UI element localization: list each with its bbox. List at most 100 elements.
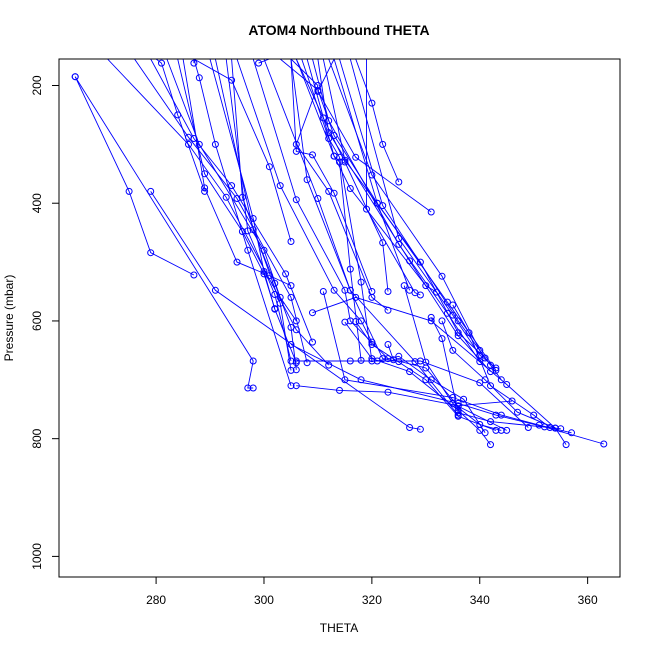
data-series [290, 59, 376, 295]
data-point [249, 357, 257, 365]
data-point [368, 341, 376, 348]
data-point [454, 412, 462, 420]
data-point [427, 376, 435, 384]
data-point [287, 382, 295, 390]
data-point [465, 329, 473, 337]
series-line [403, 285, 502, 431]
data-point [346, 265, 354, 273]
series-line [339, 59, 502, 381]
data-series [71, 73, 198, 279]
data-point [389, 356, 397, 364]
data-point [228, 182, 236, 190]
data-point [341, 318, 349, 326]
data-point [492, 364, 500, 372]
y-tick-label: 400 [30, 193, 44, 213]
data-series [292, 382, 516, 410]
data-point [292, 317, 300, 325]
data-point [514, 408, 521, 416]
data-point [460, 395, 468, 403]
data-point [395, 235, 403, 242]
data-point [292, 140, 300, 148]
x-tick-label: 360 [578, 593, 598, 607]
data-series [190, 59, 198, 67]
x-axis-title: THETA [320, 621, 358, 635]
data-point [492, 426, 500, 434]
series-layer [71, 59, 608, 449]
y-axis-title: Pressure (mbar) [2, 275, 16, 362]
data-point [341, 376, 349, 384]
y-tick-label: 1000 [30, 543, 44, 570]
data-point [309, 338, 316, 346]
x-tick-label: 340 [470, 593, 490, 607]
data-point [244, 227, 252, 235]
data-series [314, 59, 435, 216]
series-line [387, 344, 507, 431]
series-line [166, 59, 297, 322]
data-point [287, 357, 295, 365]
series-line [317, 59, 491, 372]
data-series [363, 59, 424, 299]
data-point [373, 357, 381, 365]
x-tick-label: 300 [254, 593, 274, 607]
data-point [292, 366, 300, 374]
data-series [400, 282, 505, 434]
data-point [352, 153, 360, 161]
data-point [357, 356, 365, 364]
data-point [287, 366, 295, 374]
data-point [411, 358, 419, 366]
data-point [503, 426, 511, 434]
data-series [349, 59, 500, 372]
y-tick-label: 800 [30, 428, 44, 448]
data-point [373, 199, 381, 207]
data-point [406, 257, 414, 265]
data-point [282, 270, 290, 278]
data-point [292, 382, 300, 390]
data-point [201, 170, 209, 178]
data-point [233, 258, 241, 266]
data-point [476, 421, 484, 428]
series-line [355, 59, 400, 183]
data-point [147, 187, 155, 195]
data-point [438, 335, 446, 343]
series-line [317, 59, 432, 213]
data-point [416, 291, 424, 299]
x-tick-label: 320 [362, 593, 382, 607]
data-point [287, 238, 295, 245]
data-point [174, 111, 182, 119]
data-point [454, 409, 462, 417]
series-line [214, 59, 297, 370]
data-point [244, 384, 252, 392]
data-point [492, 366, 500, 374]
series-line [231, 59, 292, 371]
data-point [497, 426, 505, 434]
data-series [147, 187, 424, 433]
data-series [107, 59, 333, 369]
data-point [244, 246, 252, 254]
data-point [422, 376, 430, 384]
data-point [201, 187, 209, 195]
series-line [322, 291, 572, 434]
data-series [355, 59, 403, 186]
data-point [185, 140, 192, 148]
data-point [406, 424, 414, 431]
data-point [438, 317, 446, 325]
data-series [279, 59, 414, 294]
data-point [314, 87, 322, 95]
data-series [384, 341, 511, 434]
data-series [134, 59, 311, 367]
data-point [557, 425, 565, 433]
data-point [71, 73, 79, 81]
data-point [222, 193, 230, 201]
data-point [449, 301, 457, 309]
data-point [341, 286, 349, 294]
data-series [352, 318, 500, 434]
series-line [301, 59, 373, 362]
data-series [236, 59, 376, 346]
data-point [416, 258, 424, 266]
plot-frame [58, 58, 621, 578]
data-point [427, 313, 435, 321]
data-point [395, 178, 403, 186]
data-point [357, 317, 365, 325]
data-series [292, 357, 532, 431]
